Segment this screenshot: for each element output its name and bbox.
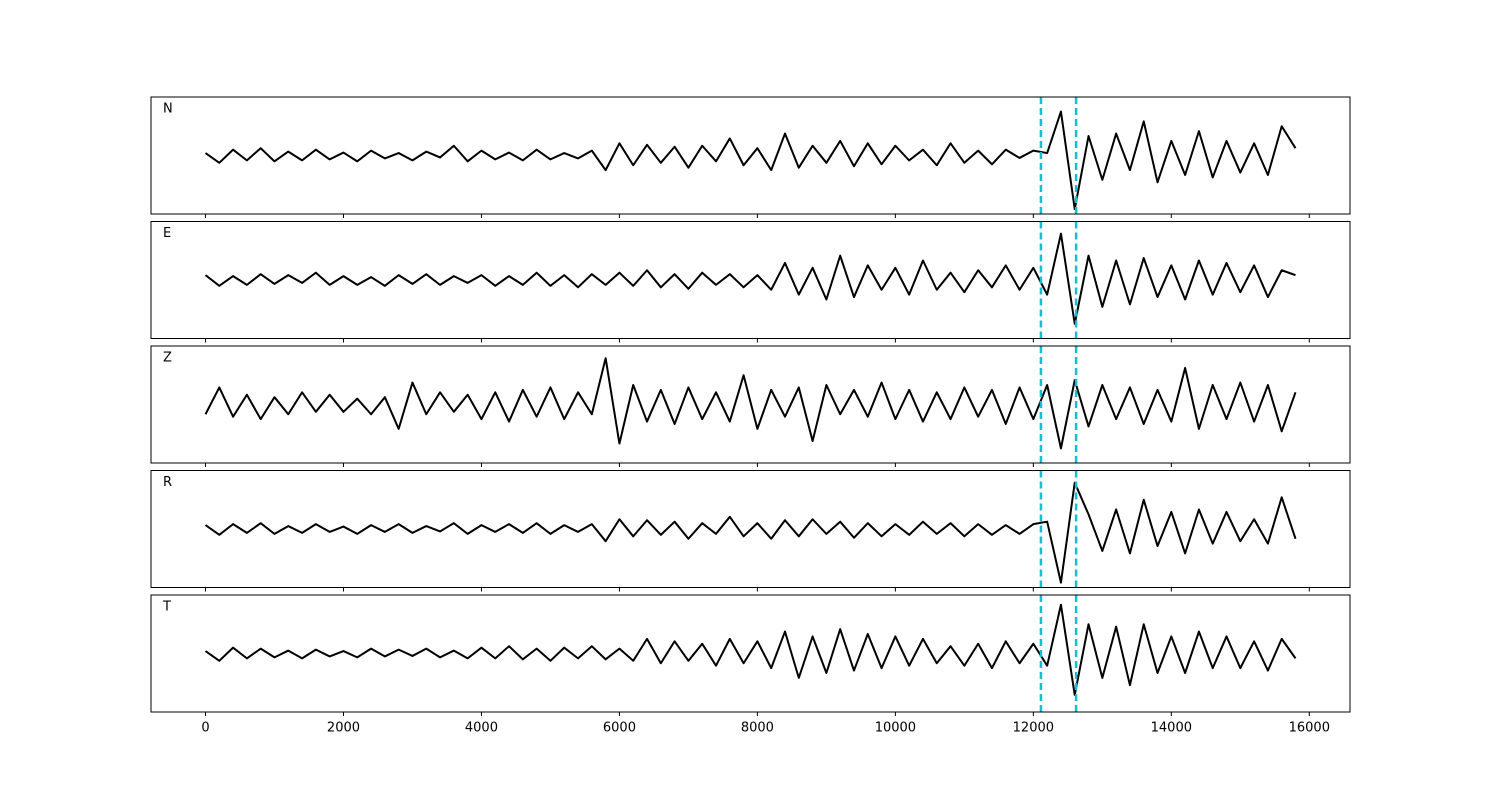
panel-label: Z: [163, 351, 172, 366]
panel-frame: [150, 345, 1351, 464]
panel-frame: [150, 221, 1351, 339]
panel-frame: [150, 594, 1351, 713]
x-tick-label: 16000: [1289, 721, 1330, 736]
trace: [204, 110, 1297, 211]
trace: [204, 357, 1297, 450]
panel-frame: [150, 96, 1351, 215]
x-tick-label: 4000: [465, 721, 498, 736]
trace: [204, 232, 1296, 325]
panel-label: T: [162, 600, 171, 615]
panel-label: E: [163, 226, 171, 241]
x-tick-label: 8000: [741, 721, 774, 736]
panel-label: N: [163, 102, 173, 117]
x-tick-label: 0: [201, 721, 209, 736]
panel-label: R: [163, 475, 172, 490]
x-tick-label: 10000: [875, 721, 916, 736]
x-tick-label: 6000: [603, 721, 636, 736]
x-tick-label: 14000: [1151, 721, 1192, 736]
trace: [204, 603, 1297, 696]
x-tick-label: 2000: [327, 721, 360, 736]
trace: [204, 481, 1297, 584]
panel-frame: [150, 470, 1351, 588]
x-tick-label: 12000: [1013, 721, 1054, 736]
